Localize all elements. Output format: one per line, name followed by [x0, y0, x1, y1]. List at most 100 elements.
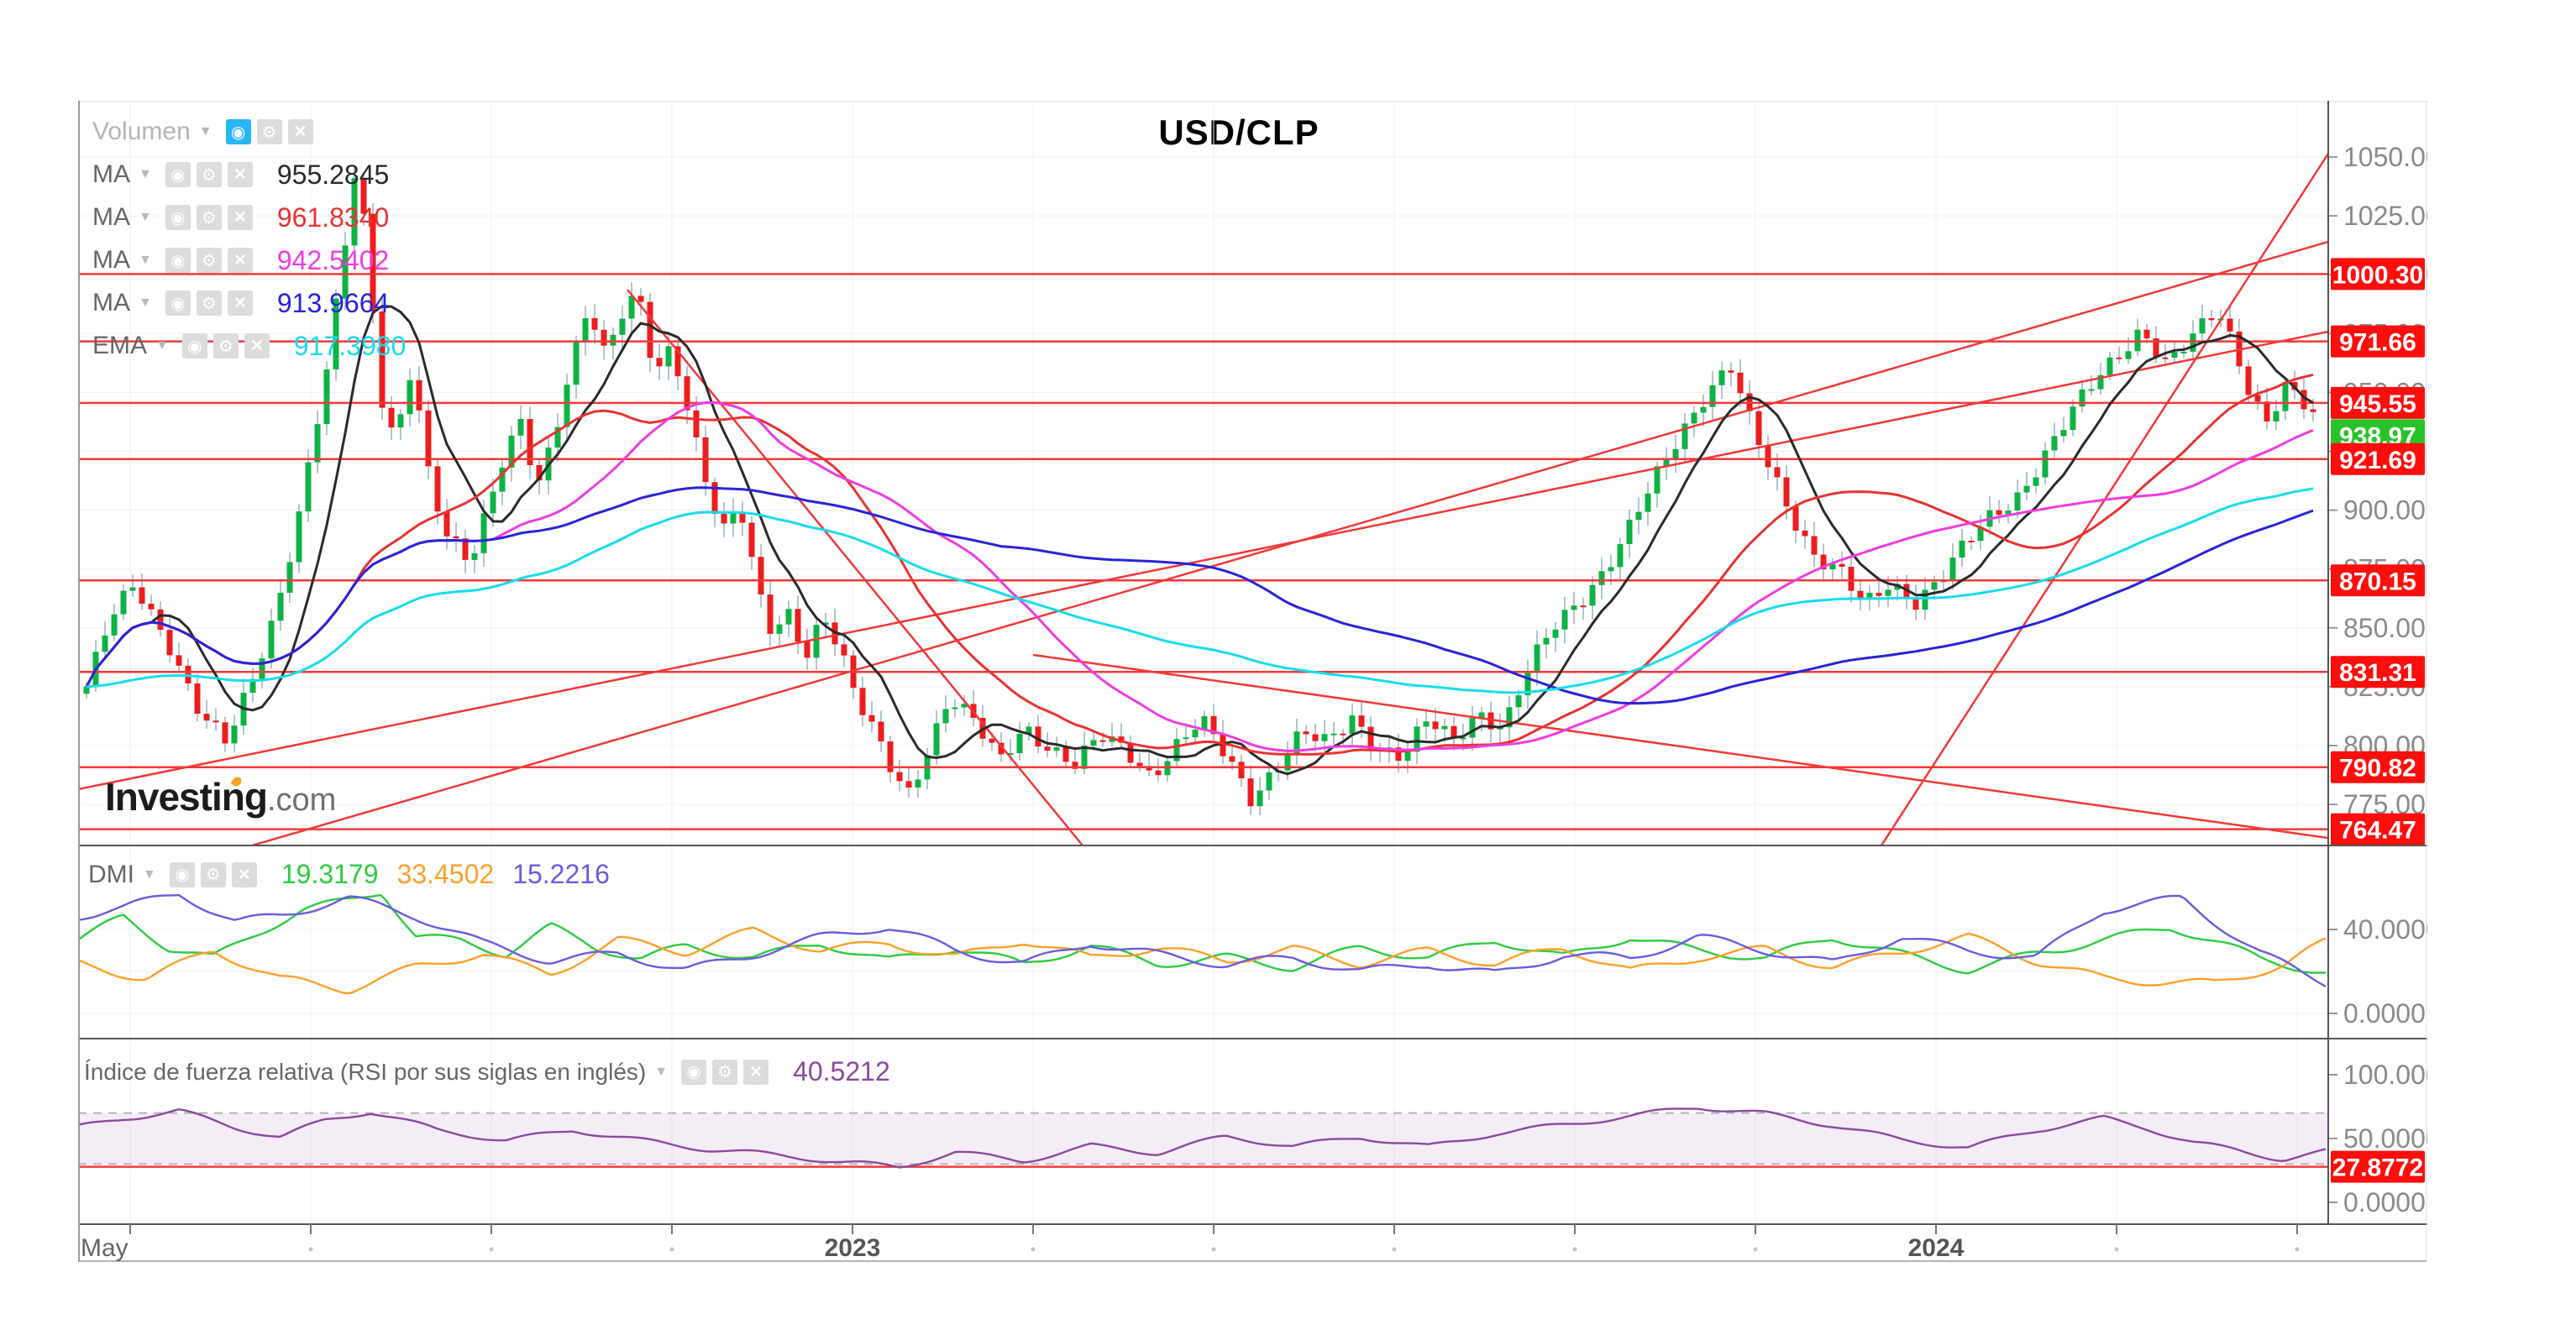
candlestick-series [83, 165, 2316, 815]
eye-icon[interactable]: ◉ [681, 1059, 707, 1085]
volume-indicator-label[interactable]: Volumen [92, 118, 191, 145]
gear-icon[interactable]: ⚙ [196, 291, 222, 316]
chevron-down-icon[interactable]: ▼ [143, 866, 156, 882]
price-badge [2331, 258, 2425, 291]
svg-text:971.66: 971.66 [2339, 329, 2416, 357]
close-icon[interactable]: × [244, 333, 270, 359]
logo-suffix: .com [266, 783, 337, 818]
chevron-down-icon[interactable]: ▼ [198, 124, 212, 139]
close-icon[interactable]: × [287, 119, 313, 144]
svg-text:0.0000: 0.0000 [2343, 998, 2426, 1029]
svg-text:790.82: 790.82 [2339, 755, 2416, 783]
x-label-2024: 2024 [1908, 1234, 1965, 1262]
dmi-panel: 40.0000 0.0000 [78, 914, 2427, 1029]
ma0-indicator-value: 955.2845 [276, 159, 390, 190]
svg-text:850.00: 850.00 [2343, 613, 2426, 643]
x-axis: May 2023 2024 [81, 1224, 2300, 1262]
moving-average-lines [85, 305, 2314, 776]
close-icon[interactable]: × [227, 162, 253, 187]
svg-text:100.0000: 100.0000 [2343, 1060, 2427, 1090]
ma-line-1 [85, 373, 2314, 756]
ema-indicator-value: 917.3980 [293, 330, 407, 361]
ema-indicator-row: EMA ▼ ◉ ⚙ × 917.3980 [92, 330, 407, 361]
rsi-header: Índice de fuerza relativa (RSI por sus s… [84, 1056, 890, 1094]
trendline-steep-fall [627, 289, 1083, 846]
dmi-indicator-row: DMI ▼ ◉ ⚙ × 19.3179 33.4502 15.2216 [88, 859, 610, 889]
rsi-indicator-label[interactable]: Índice de fuerza relativa (RSI por sus s… [84, 1058, 647, 1085]
price-badge [2331, 751, 2425, 783]
svg-text:870.15: 870.15 [2339, 568, 2416, 595]
dmi-line-adx [78, 893, 2327, 987]
gear-icon[interactable]: ⚙ [196, 248, 222, 273]
svg-text:1025.00: 1025.00 [2343, 201, 2427, 231]
rsi-series [78, 1107, 2327, 1169]
ma2-indicator-label[interactable]: MA [92, 246, 130, 274]
dmi-line-plus-di [78, 893, 2327, 975]
price-chart: 775.00800.00825.00850.00875.00900.00925.… [78, 101, 2427, 1262]
chevron-down-icon[interactable]: ▼ [139, 296, 152, 310]
price-badge [2331, 656, 2425, 688]
close-icon[interactable]: × [227, 205, 253, 230]
rsi-alert-badge [2331, 1150, 2425, 1183]
vertical-gridlines [129, 101, 2298, 1224]
ma3-indicator-label[interactable]: MA [92, 289, 130, 317]
chevron-down-icon[interactable]: ▼ [139, 210, 152, 224]
ma-line-4 [86, 487, 2314, 694]
rsi-indicator-row: Índice de fuerza relativa (RSI por sus s… [84, 1056, 890, 1086]
eye-icon[interactable]: ◉ [225, 119, 251, 144]
svg-text:1050.00: 1050.00 [2343, 142, 2427, 172]
gear-icon[interactable]: ⚙ [196, 205, 222, 230]
ema-indicator-label[interactable]: EMA [92, 332, 148, 359]
ma0-indicator-row: MA ▼ ◉ ⚙ × 955.2845 [92, 159, 406, 190]
dmi-indicator-label[interactable]: DMI [88, 860, 134, 888]
support-resistance-lines [78, 153, 2328, 846]
chevron-down-icon[interactable]: ▼ [155, 338, 169, 353]
dmi-header: DMI ▼ ◉ ⚙ × 19.3179 33.4502 15.2216 [88, 859, 610, 897]
close-icon[interactable]: × [231, 861, 257, 887]
ma0-indicator-label[interactable]: MA [92, 160, 130, 188]
x-label-May: May [81, 1234, 129, 1262]
rsi-indicator-value: 40.5212 [793, 1056, 890, 1086]
svg-text:945.55: 945.55 [2339, 390, 2416, 418]
price-badge [2331, 325, 2425, 358]
eye-icon[interactable]: ◉ [181, 333, 207, 359]
chevron-down-icon[interactable]: ▼ [654, 1064, 669, 1079]
price-badge [2331, 386, 2425, 419]
eye-icon[interactable]: ◉ [165, 205, 191, 230]
gear-icon[interactable]: ⚙ [196, 162, 222, 187]
eye-icon[interactable]: ◉ [165, 162, 191, 187]
close-icon[interactable]: × [227, 291, 253, 316]
svg-text:831.31: 831.31 [2339, 659, 2416, 687]
rsi-line [78, 1107, 2327, 1169]
svg-text:0.0000: 0.0000 [2343, 1187, 2426, 1217]
price-badge [2331, 442, 2425, 475]
eye-icon[interactable]: ◉ [165, 248, 191, 273]
eye-icon[interactable]: ◉ [169, 861, 195, 887]
chevron-down-icon[interactable]: ▼ [139, 253, 152, 267]
trendline-long-rise [78, 330, 2328, 791]
ma1-indicator-value: 961.8340 [276, 202, 390, 233]
close-icon[interactable]: × [227, 248, 253, 273]
gear-icon[interactable]: ⚙ [256, 119, 282, 144]
price-axis-labels: 775.00800.00825.00850.00875.00900.00925.… [2328, 142, 2427, 819]
svg-text:50.0000: 50.0000 [2343, 1123, 2427, 1154]
eye-icon[interactable]: ◉ [165, 291, 191, 316]
gear-icon[interactable]: ⚙ [200, 861, 226, 887]
gear-icon[interactable]: ⚙ [712, 1059, 738, 1085]
dmi-value-adx: 15.2216 [512, 859, 610, 889]
ma1-indicator-label[interactable]: MA [92, 203, 130, 231]
price-badge [2331, 813, 2425, 846]
chevron-down-icon[interactable]: ▼ [139, 167, 152, 181]
dmi-series [78, 893, 2327, 995]
gear-icon[interactable]: ⚙ [212, 333, 239, 359]
ma-line-3 [85, 486, 2314, 705]
ma-line-2 [85, 401, 2314, 752]
svg-text:921.69: 921.69 [2339, 447, 2416, 474]
svg-text:40.0000: 40.0000 [2343, 914, 2427, 945]
svg-text:764.47: 764.47 [2339, 817, 2416, 845]
horizontal-gridlines [78, 156, 2328, 805]
svg-text:1000.30: 1000.30 [2332, 261, 2423, 289]
close-icon[interactable]: × [743, 1059, 769, 1085]
dmi-value-plus-di: 19.3179 [281, 859, 379, 889]
